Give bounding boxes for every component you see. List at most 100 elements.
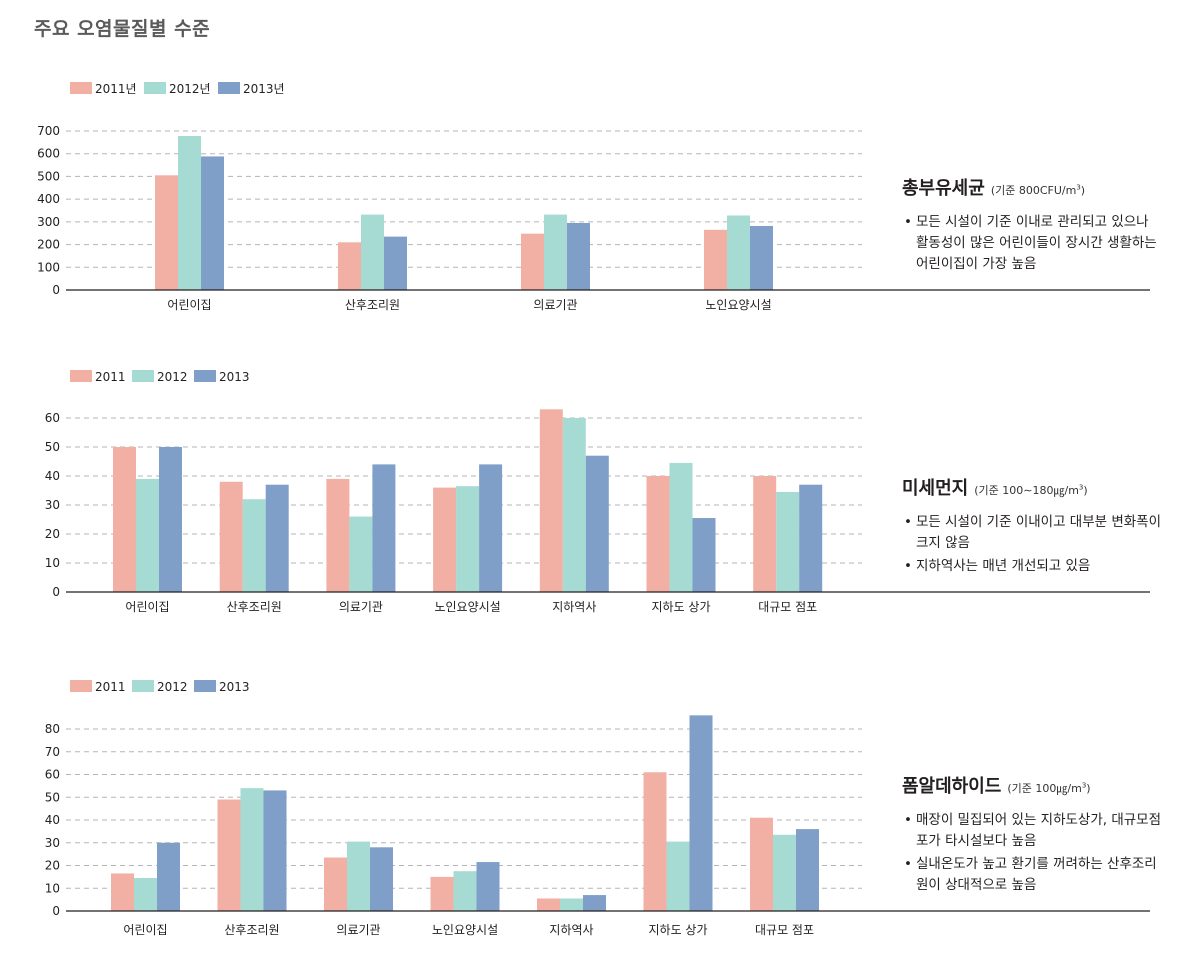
legend-swatch bbox=[218, 82, 240, 94]
bar-2012-지하도 상가 bbox=[669, 462, 693, 592]
legend-swatch bbox=[70, 82, 92, 94]
section-1-standard: (기준 800CFU/m3) bbox=[990, 183, 1086, 197]
bar-2013-노인요양시설 bbox=[479, 464, 503, 592]
x-category-label: 대규모 점포 bbox=[758, 600, 817, 614]
x-category-label: 어린이집 bbox=[167, 298, 211, 312]
y-tick-label: 20 bbox=[45, 527, 60, 541]
bar-2011년-산후조리원 bbox=[338, 242, 361, 290]
section-3-info: 폼알데하이드 (기준 100㎍/m3) 매장이 밀집되어 있는 지하도상가, 대… bbox=[902, 772, 1172, 898]
y-tick-label: 30 bbox=[45, 498, 60, 512]
legend-label: 2011 bbox=[95, 680, 126, 694]
bar-2011-지하도 상가 bbox=[643, 772, 667, 911]
x-category-label: 산후조리원 bbox=[345, 298, 400, 312]
y-tick-label: 500 bbox=[37, 169, 60, 183]
section-1-bullets: 모든 시설이 기준 이내로 관리되고 있으나 활동성이 많은 어린이들이 장시간… bbox=[902, 212, 1172, 275]
bar-2013-지하도 상가 bbox=[692, 518, 716, 592]
bar-2011-산후조리원 bbox=[217, 799, 241, 911]
x-category-label: 지하도 상가 bbox=[648, 923, 707, 937]
x-category-label: 산후조리원 bbox=[224, 923, 279, 937]
legend-swatch bbox=[194, 680, 216, 692]
legend-swatch bbox=[70, 680, 92, 692]
x-category-label: 노인요양시설 bbox=[432, 923, 498, 937]
section-3-title: 폼알데하이드 bbox=[902, 776, 1002, 797]
bar-2011-의료기관 bbox=[324, 857, 347, 911]
y-tick-label: 80 bbox=[45, 722, 60, 736]
chart-2: 0 10 20 30 40 50 60 어린이집 산후조리원 의료기관 노인요양시설 지하역사 지하도 … bbox=[45, 370, 1150, 614]
y-tick-label: 40 bbox=[45, 469, 60, 483]
section-2-standard: (기준 100∼180㎍/m3) bbox=[974, 483, 1088, 497]
section-2-bullets: 모든 시설이 기준 이내이고 대부분 변화폭이 크지 않음 지하역사는 매년 개… bbox=[902, 512, 1172, 577]
bar-2012-어린이집 bbox=[134, 878, 157, 911]
bar-2012-산후조리원 bbox=[242, 499, 266, 592]
bar-2012-지하역사 bbox=[562, 418, 586, 592]
bar-2013년-산후조리원 bbox=[384, 236, 407, 290]
bar-2012-지하역사 bbox=[560, 898, 583, 911]
section-2-title: 미세먼지 bbox=[902, 478, 969, 499]
y-tick-label: 600 bbox=[37, 147, 60, 161]
bar-2013년-의료기관 bbox=[567, 222, 590, 290]
x-category-label: 의료기관 bbox=[339, 600, 383, 614]
y-tick-label: 60 bbox=[45, 411, 60, 425]
y-tick-label: 30 bbox=[45, 836, 60, 850]
legend-label: 2013 bbox=[219, 370, 250, 384]
x-category-label: 지하역사 bbox=[552, 600, 596, 614]
bar-2011-지하역사 bbox=[539, 409, 563, 592]
x-category-label: 노인요양시설 bbox=[434, 600, 500, 614]
section-1-info: 총부유세균 (기준 800CFU/m3) 모든 시설이 기준 이내로 관리되고 … bbox=[902, 174, 1172, 277]
x-category-label: 의료기관 bbox=[336, 923, 380, 937]
bar-2012-대규모 점포 bbox=[776, 491, 800, 592]
bar-2011-지하도 상가 bbox=[646, 476, 670, 592]
y-tick-label: 50 bbox=[45, 790, 60, 804]
section-3-bullets: 매장이 밀집되어 있는 지하도상가, 대규모점포가 타시설보다 높음 실내온도가… bbox=[902, 810, 1172, 896]
y-tick-label: 20 bbox=[45, 859, 60, 873]
y-tick-label: 50 bbox=[45, 440, 60, 454]
bar-2012-의료기관 bbox=[349, 516, 373, 592]
legend-label: 2012 bbox=[157, 680, 188, 694]
x-category-label: 대규모 점포 bbox=[755, 923, 814, 937]
bullet-item: 모든 시설이 기준 이내로 관리되고 있으나 활동성이 많은 어린이들이 장시간… bbox=[902, 212, 1162, 275]
bar-2012-노인요양시설 bbox=[456, 486, 480, 592]
bar-2012-노인요양시설 bbox=[453, 871, 477, 911]
legend-label: 2011년 bbox=[95, 82, 137, 96]
bar-2011-어린이집 bbox=[111, 873, 134, 911]
bar-2012년-어린이집 bbox=[178, 135, 201, 290]
bar-2012년-산후조리원 bbox=[361, 214, 384, 290]
legend-label: 2013년 bbox=[243, 82, 285, 96]
bar-2013-산후조리원 bbox=[265, 484, 289, 592]
bar-2011년-노인요양시설 bbox=[704, 229, 727, 290]
bar-2012-지하도 상가 bbox=[666, 841, 690, 911]
bar-2013-지하도 상가 bbox=[689, 715, 713, 911]
bullet-item: 매장이 밀집되어 있는 지하도상가, 대규모점포가 타시설보다 높음 bbox=[902, 810, 1162, 852]
bullet-item: 지하역사는 매년 개선되고 있음 bbox=[902, 556, 1162, 577]
bar-2013-대규모 점포 bbox=[799, 484, 823, 592]
bar-2013-어린이집 bbox=[159, 447, 182, 592]
y-tick-label: 700 bbox=[37, 124, 60, 138]
bar-2013-의료기관 bbox=[370, 847, 393, 911]
y-tick-label: 0 bbox=[52, 585, 60, 599]
bullet-item: 모든 시설이 기준 이내이고 대부분 변화폭이 크지 않음 bbox=[902, 512, 1162, 554]
bar-2011-노인요양시설 bbox=[430, 876, 454, 911]
y-tick-label: 40 bbox=[45, 813, 60, 827]
legend-label: 2012 bbox=[157, 370, 188, 384]
bar-2013-지하역사 bbox=[583, 895, 606, 911]
bar-2013-노인요양시설 bbox=[476, 862, 500, 911]
chart-3: 0 10 20 30 40 50 60 70 80 어린이집 산후조리원 의료기관 노인요양시설 지하역사… bbox=[45, 680, 1150, 937]
y-tick-label: 300 bbox=[37, 215, 60, 229]
page-title: 주요 오염물질별 수준 bbox=[34, 18, 211, 40]
legend-label: 2011 bbox=[95, 370, 126, 384]
y-tick-label: 100 bbox=[37, 260, 60, 274]
legend-swatch bbox=[70, 370, 92, 382]
x-category-label: 지하도 상가 bbox=[651, 600, 710, 614]
bar-2012년-노인요양시설 bbox=[727, 215, 750, 290]
x-category-label: 노인요양시설 bbox=[705, 298, 771, 312]
bullet-item: 실내온도가 높고 환기를 꺼려하는 산후조리원이 상대적으로 높음 bbox=[902, 854, 1162, 896]
legend-label: 2012년 bbox=[169, 82, 211, 96]
bar-2011년-어린이집 bbox=[155, 175, 178, 290]
bar-2013-지하역사 bbox=[585, 455, 609, 592]
bar-2012-산후조리원 bbox=[240, 788, 264, 911]
bar-2011-대규모 점포 bbox=[750, 817, 773, 911]
y-tick-label: 400 bbox=[37, 192, 60, 206]
x-category-label: 어린이집 bbox=[125, 600, 169, 614]
bar-2011-지하역사 bbox=[537, 898, 560, 911]
